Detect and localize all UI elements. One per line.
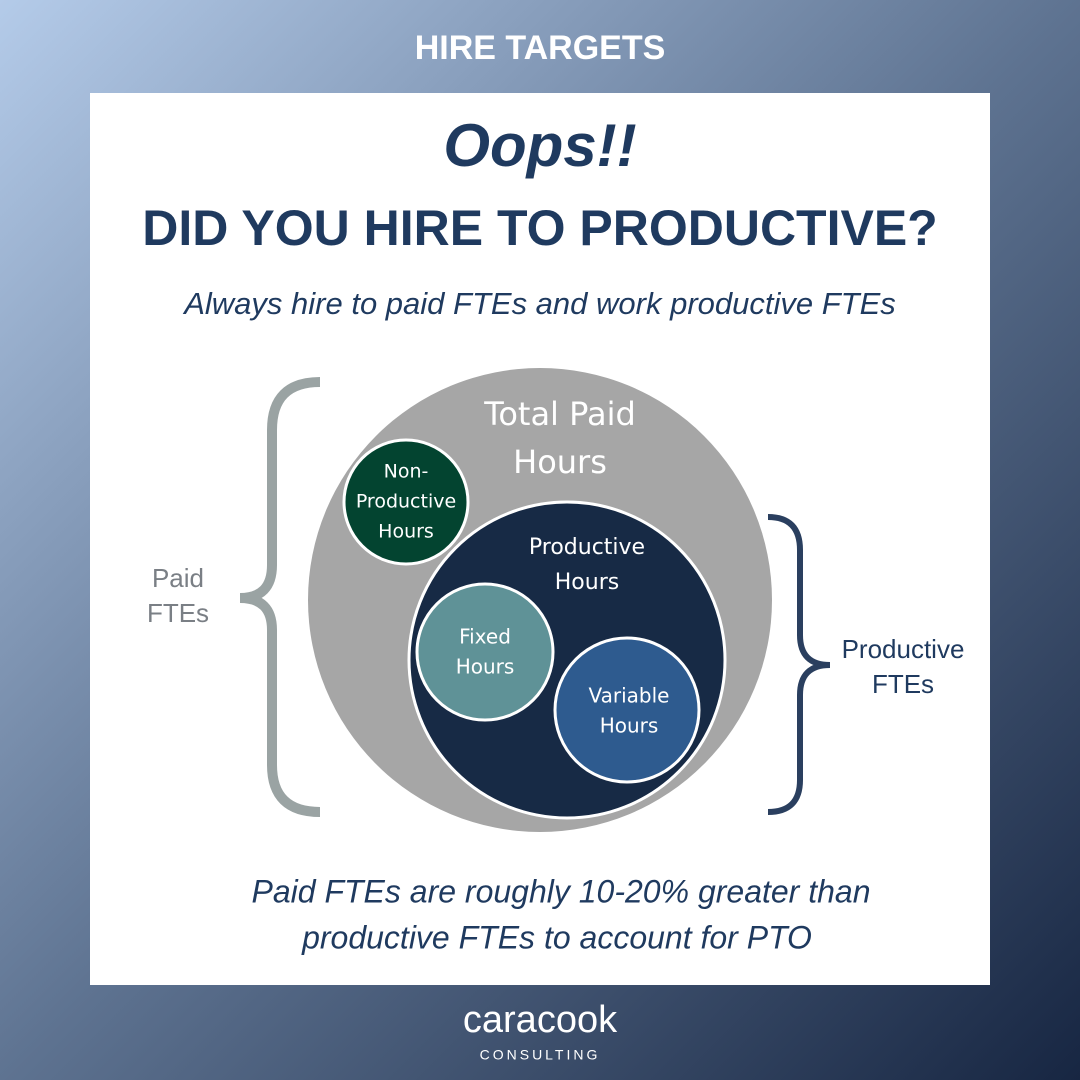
bracket-label: Productive bbox=[842, 634, 965, 664]
nonproductive-circle bbox=[342, 438, 470, 566]
node-label: Productive bbox=[356, 491, 456, 513]
page-title: HIRE TARGETS bbox=[415, 29, 666, 67]
node-label: Fixed bbox=[459, 625, 511, 649]
node-label: Hours bbox=[600, 714, 659, 738]
productive-brace bbox=[767, 514, 831, 815]
note-line: Paid FTEs are roughly 10-20% greater tha… bbox=[252, 873, 871, 909]
heading: DID YOU HIRE TO PRODUCTIVE? bbox=[142, 200, 937, 256]
fixed-circle bbox=[415, 582, 555, 722]
exclamation: Oops!! bbox=[443, 112, 636, 179]
subheading: Always hire to paid FTEs and work produc… bbox=[182, 286, 896, 321]
variable-circle bbox=[553, 636, 701, 784]
node-label: Total Paid bbox=[483, 395, 636, 433]
node-label: Productive bbox=[529, 535, 645, 560]
node-label: Hours bbox=[378, 521, 434, 543]
node-labels: Total Paid Hours Non- Productive Hours P… bbox=[356, 395, 670, 738]
bracket-label: FTEs bbox=[872, 669, 934, 699]
node-label: Variable bbox=[589, 684, 670, 708]
diagram: Total Paid Hours Non- Productive Hours P… bbox=[147, 368, 964, 832]
logo-tagline: CONSULTING bbox=[480, 1047, 601, 1063]
note-line: productive FTEs to account for PTO bbox=[301, 919, 812, 955]
paid-brace bbox=[239, 377, 321, 817]
node-label: Non- bbox=[384, 461, 429, 483]
logo-name: caracook bbox=[463, 999, 618, 1041]
node-label: Hours bbox=[513, 443, 607, 481]
node-label: Hours bbox=[456, 655, 515, 679]
node-label: Hours bbox=[555, 570, 619, 595]
bracket-label: FTEs bbox=[147, 598, 209, 628]
bracket-label: Paid bbox=[152, 563, 204, 593]
